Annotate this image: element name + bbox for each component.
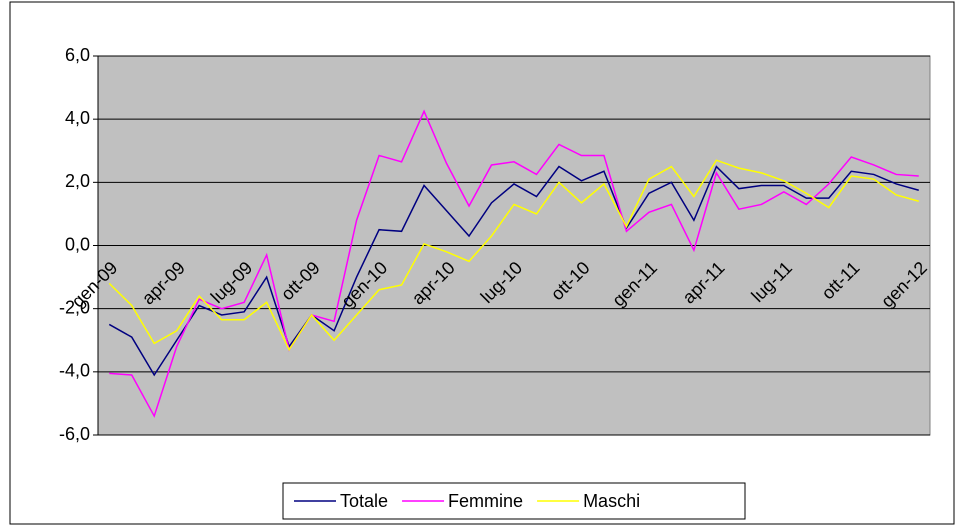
series-line: [108, 159, 919, 352]
legend-label: Totale: [340, 491, 388, 511]
legend-label: Femmine: [448, 491, 523, 511]
y-tick-label: 2,0: [65, 171, 90, 191]
series-line: [109, 109, 919, 418]
y-tick-label: 4,0: [65, 108, 90, 128]
legend-label: Maschi: [583, 491, 640, 511]
y-tick-label: -4,0: [59, 361, 90, 381]
y-tick-label: -2,0: [59, 297, 90, 317]
series-line: [108, 165, 919, 377]
y-tick-label: 6,0: [65, 45, 90, 65]
legend: Totale Femmine Maschi: [294, 491, 640, 511]
lines: [108, 109, 919, 418]
y-tick-label: -6,0: [59, 424, 90, 444]
y-tick-label: 0,0: [65, 234, 90, 254]
legend-box: [282, 482, 746, 520]
grid: [93, 55, 930, 436]
